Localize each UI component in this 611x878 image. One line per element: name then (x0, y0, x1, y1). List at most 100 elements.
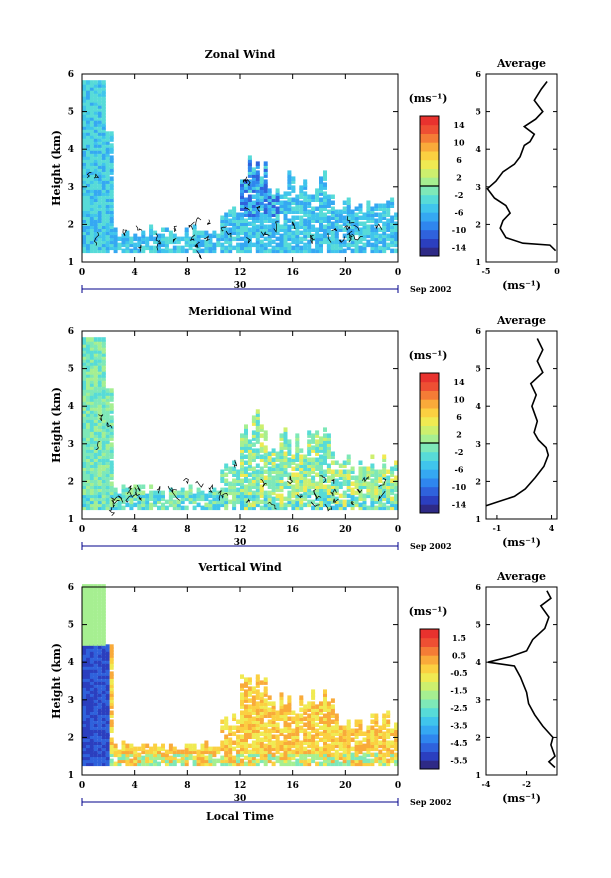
colorbar-segment (420, 637, 439, 647)
average-title: Average (496, 314, 546, 327)
average-x-tick-label: -1 (492, 523, 501, 533)
x-tick-label: 16 (286, 525, 299, 535)
average-x-label: (ms⁻¹) (502, 279, 541, 292)
average-y-tick-label: 1 (475, 257, 481, 267)
colorbar-segment (420, 390, 439, 400)
colorbar-segment (420, 229, 439, 239)
colorbar-tick-label: -5.5 (450, 755, 467, 765)
colorbar-segment (420, 655, 439, 665)
x-tick-label: 0 (395, 781, 401, 791)
colorbar-tick-label: -2 (455, 447, 464, 457)
date-suffix: Sep 2002 (410, 541, 452, 551)
colorbar-segment (420, 690, 439, 700)
average-y-tick-label: 3 (475, 695, 481, 705)
x-tick-label: 12 (234, 781, 247, 791)
date-suffix: Sep 2002 (410, 284, 452, 294)
contour-lines (95, 414, 387, 516)
y-tick-label: 5 (68, 621, 74, 631)
y-tick-label: 1 (68, 258, 74, 268)
colorbar-segment (420, 425, 439, 435)
colorbar-segment (420, 133, 439, 143)
colorbar-frame (419, 628, 440, 770)
y-axis-label: Height (km) (50, 130, 63, 206)
colorbar-unit: (ms⁻¹) (409, 605, 448, 618)
y-tick-label: 2 (68, 733, 74, 743)
average-y-tick-label: 5 (475, 620, 481, 630)
colorbar-segment (420, 151, 439, 161)
colorbar-segment (420, 177, 439, 187)
colorbar-segment (420, 408, 439, 418)
x-tick-label: 0 (395, 525, 401, 535)
colorbar-segment (420, 707, 439, 717)
colorbar-segment (420, 504, 439, 514)
average-y-tick-label: 4 (475, 401, 481, 411)
colorbar-tick-label: -6 (455, 464, 464, 474)
y-tick-label: 6 (68, 327, 74, 337)
colorbar-tick-label: 1.5 (452, 633, 466, 643)
y-axis-label: Height (km) (50, 643, 63, 719)
y-tick-label: 2 (68, 220, 74, 230)
average-frame (485, 330, 558, 520)
colorbar-tick-label: -10 (452, 225, 467, 235)
average-frame (485, 73, 558, 263)
average-x-tick-label: 0 (554, 266, 560, 276)
date-label: 30 (234, 794, 247, 804)
x-tick-label: 12 (234, 268, 247, 278)
colorbar-tick-label: -3.5 (450, 720, 467, 730)
y-tick-label: 5 (68, 365, 74, 375)
x-tick-label: 4 (132, 268, 138, 278)
x-tick-label: 8 (184, 268, 190, 278)
colorbar-tick-label: -10 (452, 482, 467, 492)
x-axis-label: Local Time (206, 810, 274, 823)
average-title: Average (496, 570, 546, 583)
colorbar-segment (420, 142, 439, 152)
colorbar-tick-label: -0.5 (450, 668, 467, 678)
colorbar-segment (420, 664, 439, 674)
colorbar-tick-label: -1.5 (450, 685, 467, 695)
colorbar-segment (420, 478, 439, 488)
average-profile-line (485, 338, 550, 507)
y-tick-label: 1 (68, 771, 74, 781)
y-tick-label: 6 (68, 583, 74, 593)
panel-title: Meridional Wind (188, 305, 292, 318)
date-label: 30 (234, 538, 247, 548)
average-x-tick-label: -5 (482, 266, 491, 276)
colorbar-segment (420, 629, 439, 639)
colorbar-segment (420, 460, 439, 470)
average-y-tick-label: 6 (475, 582, 481, 592)
colorbar-segment (420, 221, 439, 231)
average-x-label: (ms⁻¹) (502, 792, 541, 805)
colorbar-segment (420, 646, 439, 656)
colorbar-segment (420, 238, 439, 248)
y-tick-label: 3 (68, 440, 74, 450)
x-tick-label: 12 (234, 525, 247, 535)
colorbar-tick-label: 6 (456, 412, 462, 422)
x-tick-label: 0 (395, 268, 401, 278)
colorbar-tick-label: 2 (456, 429, 462, 439)
y-tick-label: 2 (68, 477, 74, 487)
date-suffix: Sep 2002 (410, 797, 452, 807)
average-x-tick-label: -2 (522, 779, 531, 789)
y-tick-label: 4 (68, 145, 74, 155)
colorbar-tick-label: 2 (456, 172, 462, 182)
colorbar-segment (420, 734, 439, 744)
colorbar-segment (420, 399, 439, 409)
panel-title: Vertical Wind (197, 561, 282, 574)
colorbar-tick-label: 14 (453, 377, 465, 387)
colorbar-tick-label: -6 (455, 207, 464, 217)
colorbar-tick-label: 10 (453, 137, 465, 147)
average-y-tick-label: 2 (475, 732, 481, 742)
average-profile-line (487, 590, 556, 769)
x-tick-label: 16 (286, 781, 299, 791)
colorbar-segment (420, 212, 439, 222)
colorbar-segment (420, 725, 439, 735)
x-tick-label: 20 (339, 781, 352, 791)
colorbar-tick-label: 0.5 (452, 650, 466, 660)
x-tick-label: 0 (79, 268, 85, 278)
colorbar-tick-label: 10 (453, 394, 465, 404)
y-tick-label: 4 (68, 658, 74, 668)
colorbar-segment (420, 716, 439, 726)
heatmap-cells (82, 584, 399, 767)
